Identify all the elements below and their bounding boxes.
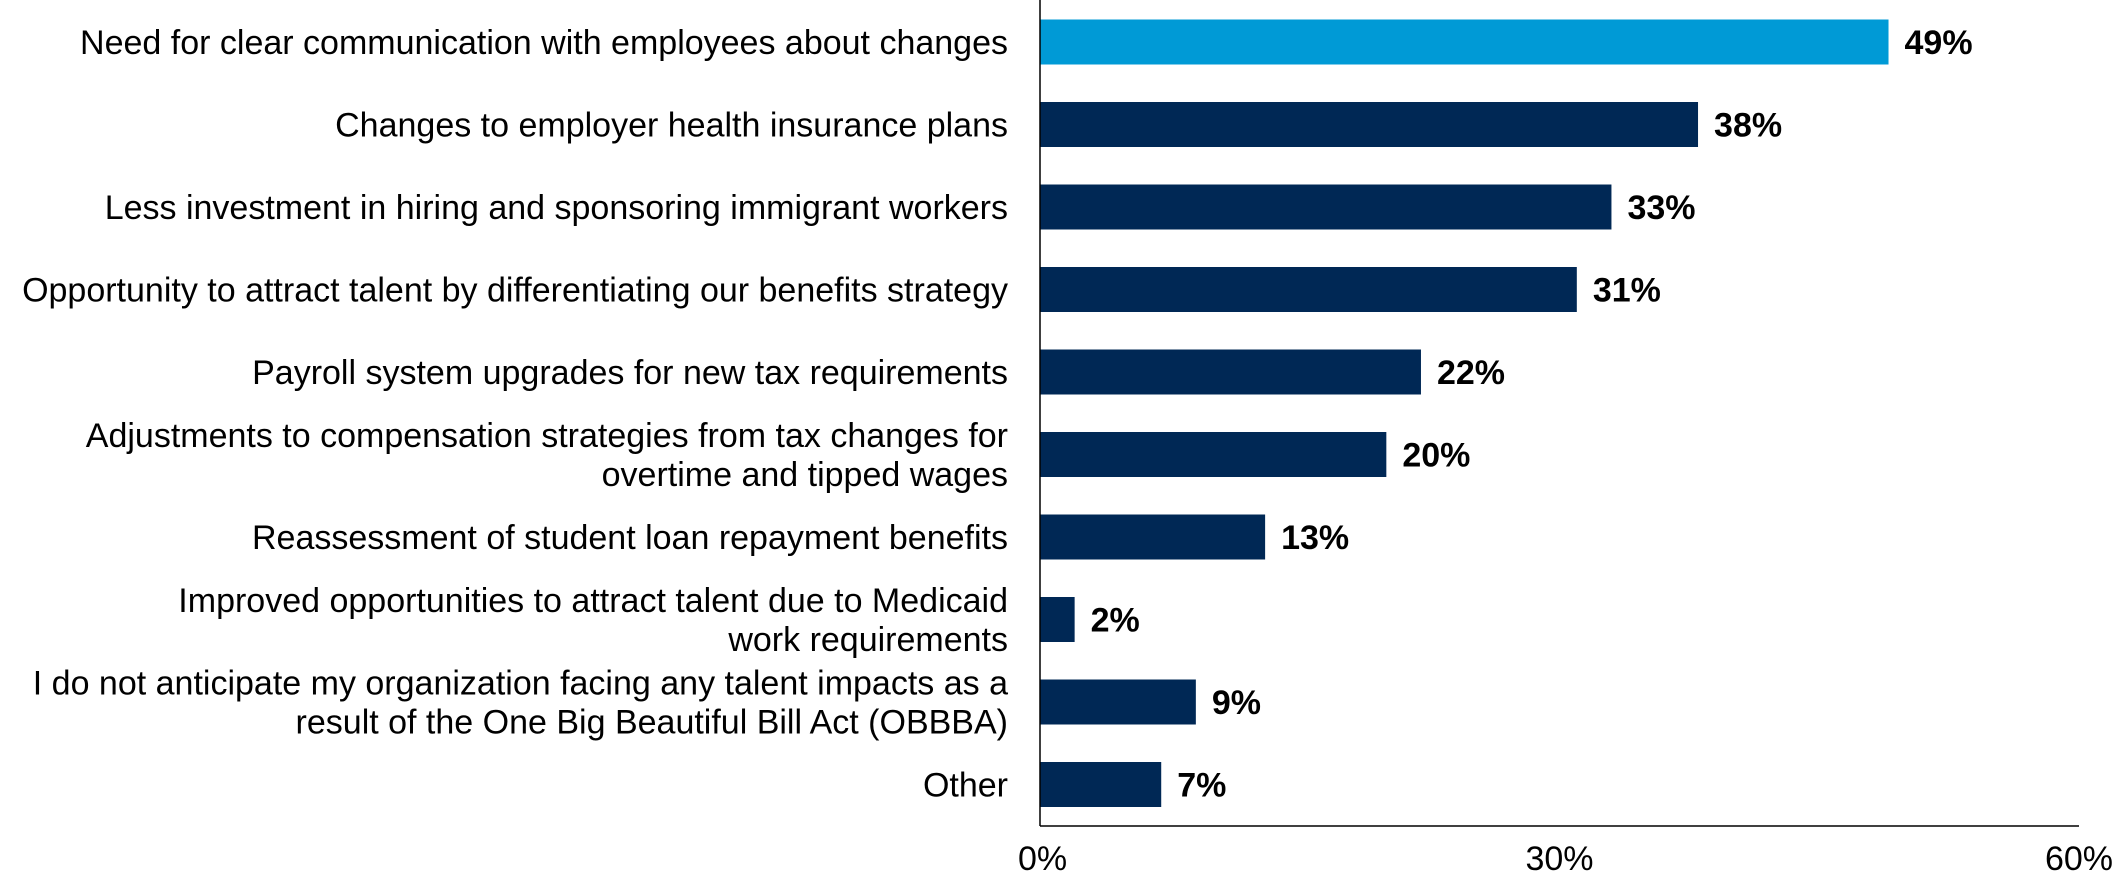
x-tick-label-1: 30% (1525, 840, 1593, 878)
bar-7 (1040, 597, 1075, 642)
category-label-6: Reassessment of student loan repayment b… (252, 519, 1008, 557)
value-labels-group: 49% 38% 33% 31% 22% 20% 13% 2% 9% 7% (1091, 24, 1973, 805)
category-label-9: Other (923, 767, 1008, 805)
bar-8 (1040, 679, 1196, 725)
category-label-line: Payroll system upgrades for new tax requ… (252, 354, 1008, 392)
category-label-line: Less investment in hiring and sponsoring… (105, 189, 1008, 227)
bar-6 (1040, 514, 1266, 560)
axes-group (1039, 0, 2079, 827)
x-tick-label-0: 0% (1018, 840, 1067, 878)
value-label-4: 22% (1437, 354, 1505, 392)
bars-group (1040, 19, 1889, 807)
category-label-0: Need for clear communication with employ… (80, 24, 1008, 62)
value-label-0: 49% (1905, 24, 1973, 62)
value-label-3: 31% (1593, 272, 1661, 310)
category-label-4: Payroll system upgrades for new tax requ… (252, 354, 1008, 392)
bar-9 (1040, 762, 1162, 807)
category-label-line: Adjustments to compensation strategies f… (86, 417, 1008, 455)
category-label-line: overtime and tipped wages (602, 456, 1008, 494)
bar-2 (1040, 184, 1612, 230)
category-label-8: I do not anticipate my organization faci… (33, 665, 1008, 742)
value-label-9: 7% (1177, 767, 1226, 805)
category-label-line: Reassessment of student loan repayment b… (252, 519, 1008, 557)
category-label-2: Less investment in hiring and sponsoring… (105, 189, 1008, 227)
category-label-line: Changes to employer health insurance pla… (335, 107, 1008, 145)
category-label-line: work requirements (727, 621, 1008, 659)
category-label-5: Adjustments to compensation strategies f… (86, 417, 1008, 494)
bar-0 (1040, 19, 1889, 65)
bar-4 (1040, 349, 1421, 395)
category-label-line: Other (923, 767, 1008, 805)
value-label-7: 2% (1091, 602, 1140, 640)
value-label-1: 38% (1714, 107, 1782, 145)
category-label-line: result of the One Big Beautiful Bill Act… (296, 704, 1008, 742)
x-tick-label-2: 60% (2045, 840, 2113, 878)
value-label-2: 33% (1627, 189, 1695, 227)
value-label-5: 20% (1402, 437, 1470, 475)
category-label-line: Opportunity to attract talent by differe… (22, 272, 1008, 310)
tick-labels-group: 0% 30% 60% (1018, 840, 2113, 878)
bar-3 (1040, 267, 1577, 312)
category-label-line: Improved opportunities to attract talent… (178, 582, 1008, 620)
category-label-3: Opportunity to attract talent by differe… (22, 272, 1008, 310)
bar-1 (1040, 102, 1699, 147)
category-labels-group: Need for clear communication with employ… (22, 24, 1008, 805)
bar-5 (1040, 432, 1387, 477)
category-label-line: I do not anticipate my organization faci… (33, 665, 1008, 703)
category-label-line: Need for clear communication with employ… (80, 24, 1008, 62)
value-label-8: 9% (1212, 684, 1261, 722)
category-label-1: Changes to employer health insurance pla… (335, 107, 1008, 145)
value-label-6: 13% (1281, 519, 1349, 557)
category-label-7: Improved opportunities to attract talent… (178, 582, 1008, 659)
